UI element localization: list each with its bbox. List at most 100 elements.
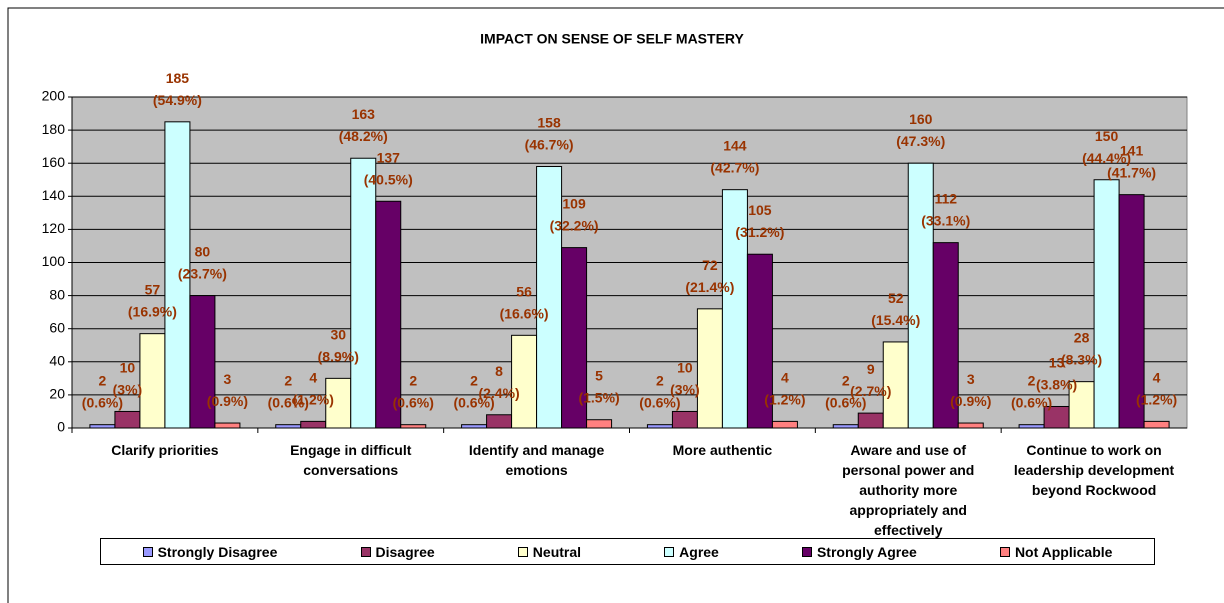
x-tick-label: More authentic (672, 442, 773, 458)
legend-label: Neutral (532, 543, 582, 560)
data-label: 57 (16.9%) (128, 281, 177, 319)
data-label: 72 (21.4%) (685, 257, 734, 295)
y-tick-label: 0 (57, 419, 65, 435)
x-tick-label: Identify and manage emotions (468, 442, 605, 478)
data-label: 2 (0.6%) (825, 372, 866, 410)
legend-label: Not Applicable (1014, 543, 1113, 560)
bar (325, 377, 352, 429)
data-label: 2 (0.6%) (453, 372, 494, 410)
legend-item: Not Applicable (999, 543, 1113, 560)
bar (375, 200, 402, 429)
data-label: 8 (2.4%) (478, 362, 519, 400)
y-tick-label: 180 (42, 121, 66, 137)
legend-label: Disagree (375, 543, 435, 560)
y-tick-label: 120 (42, 220, 66, 236)
data-label: 28 (8.3%) (1061, 329, 1102, 367)
bar (932, 242, 959, 429)
legend-swatch (142, 546, 153, 557)
bar (511, 334, 538, 429)
bar (214, 422, 241, 429)
data-label: 163 (48.2%) (339, 106, 388, 144)
data-label: 105 (31.2%) (735, 202, 784, 240)
bar (721, 189, 748, 429)
data-label: 112 (33.1%) (921, 190, 970, 228)
bar (882, 341, 909, 429)
data-label: 137 (40.5%) (364, 149, 413, 187)
data-label: 9 (2.7%) (850, 361, 891, 399)
bar (300, 420, 327, 429)
legend-label: Agree (679, 543, 719, 560)
x-tick-label: Engage in difficult conversations (290, 442, 412, 478)
y-tick-label: 40 (49, 353, 65, 369)
bar (586, 419, 613, 429)
data-label: 158 (46.7%) (525, 114, 574, 152)
bar (771, 420, 798, 429)
bar (1093, 179, 1120, 429)
data-label: 144 (42.7%) (710, 137, 759, 175)
legend-swatch (360, 546, 371, 557)
bar (746, 253, 773, 429)
legend-swatch (999, 546, 1010, 557)
data-label: 4 (1.2%) (764, 369, 805, 407)
data-label: 2 (0.6%) (82, 372, 123, 410)
y-tick-label: 60 (49, 319, 65, 335)
legend-item: Disagree (360, 543, 435, 560)
data-label: 56 (16.6%) (500, 283, 549, 321)
bar (561, 247, 588, 429)
legend-label: Strongly Disagree (157, 543, 278, 560)
legend-item: Strongly Agree (801, 543, 917, 560)
data-label: 185 (54.9%) (153, 70, 202, 108)
y-tick-label: 140 (42, 187, 66, 203)
data-label: 3 (0.9%) (950, 371, 991, 409)
legend-swatch (517, 546, 528, 557)
bar (536, 166, 563, 429)
legend-item: Strongly Disagree (142, 543, 278, 560)
bar (671, 410, 698, 429)
bar (189, 295, 216, 429)
x-tick-label: Continue to work on leadership developme… (1013, 442, 1175, 498)
data-label: 5 (1.5%) (578, 367, 619, 405)
data-label: 160 (47.3%) (896, 111, 945, 149)
bar (1118, 194, 1145, 429)
legend-swatch (801, 546, 812, 557)
legend: Strongly Disagree Disagree Neutral Agree Str… (100, 538, 1155, 565)
data-label: 2 (0.6%) (268, 372, 309, 410)
data-label: 4 (1.2%) (293, 369, 334, 407)
data-label: 13 (3.8%) (1036, 354, 1077, 392)
bar (957, 422, 984, 429)
data-label: 10 (3%) (113, 359, 143, 397)
bar (139, 333, 166, 429)
legend-label: Strongly Agree (816, 543, 917, 560)
data-label: 2 (0.6%) (1011, 372, 1052, 410)
data-label: 30 (8.9%) (318, 326, 359, 364)
y-tick-label: 200 (42, 88, 66, 104)
data-label: 150 (44.4%) (1082, 127, 1131, 165)
bar (907, 162, 934, 429)
bar (696, 308, 723, 429)
y-tick-label: 80 (49, 286, 65, 302)
y-tick-label: 20 (49, 386, 65, 402)
data-label: 3 (0.9%) (207, 371, 248, 409)
bar (114, 410, 141, 429)
data-label: 141 (41.7%) (1107, 142, 1156, 180)
data-label: 2 (0.6%) (639, 372, 680, 410)
bar (857, 412, 884, 429)
bar (486, 414, 513, 429)
legend-item: Agree (664, 544, 719, 560)
x-tick-label: Aware and use of personal power and auth… (842, 442, 975, 538)
x-tick-label: Clarify priorities (111, 442, 219, 458)
chart-title: IMPACT ON SENSE OF SELF MASTERY (480, 31, 744, 47)
y-tick-label: 160 (42, 154, 66, 170)
bar (350, 157, 377, 429)
bar (1143, 420, 1170, 429)
data-label: 80 (23.7%) (178, 243, 227, 281)
y-tick-label: 100 (42, 253, 66, 269)
legend-swatch (664, 546, 675, 557)
legend-item: Neutral (517, 543, 582, 560)
data-label: 10 (3%) (670, 359, 700, 397)
data-label: 52 (15.4%) (871, 290, 920, 328)
data-label: 2 (0.6%) (393, 372, 434, 410)
data-label: 4 (1.2%) (1136, 369, 1177, 407)
